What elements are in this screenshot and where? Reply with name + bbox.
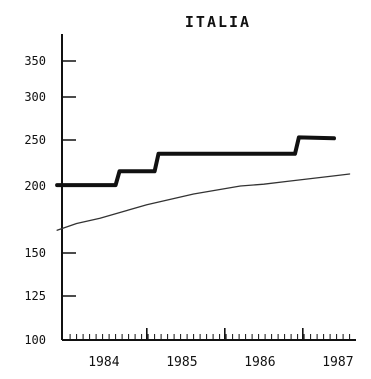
x-tick-label-1985: 1985	[166, 355, 197, 370]
x-tick-label-1984: 1984	[88, 355, 119, 370]
y-tick-label-250: 250	[24, 133, 46, 147]
series-layer	[55, 135, 351, 231]
chart-title: ITALIA	[185, 13, 251, 31]
y-tick-label-100: 100	[24, 333, 46, 347]
y-tick-label-350: 350	[24, 54, 46, 68]
x-tick-label-1987: 1987	[322, 355, 353, 370]
series-step-line	[55, 135, 336, 188]
y-tick-label-150: 150	[24, 246, 46, 260]
y-tick-label-125: 125	[24, 289, 46, 303]
y-tick-label-300: 300	[24, 90, 46, 104]
y-tick-label-200: 200	[24, 179, 46, 193]
x-tick-label-1986: 1986	[244, 355, 275, 370]
ticks: 100 125 150 200 250 300 350 1984 1985 1986 1987	[24, 54, 353, 370]
series-trend-line	[56, 173, 351, 231]
